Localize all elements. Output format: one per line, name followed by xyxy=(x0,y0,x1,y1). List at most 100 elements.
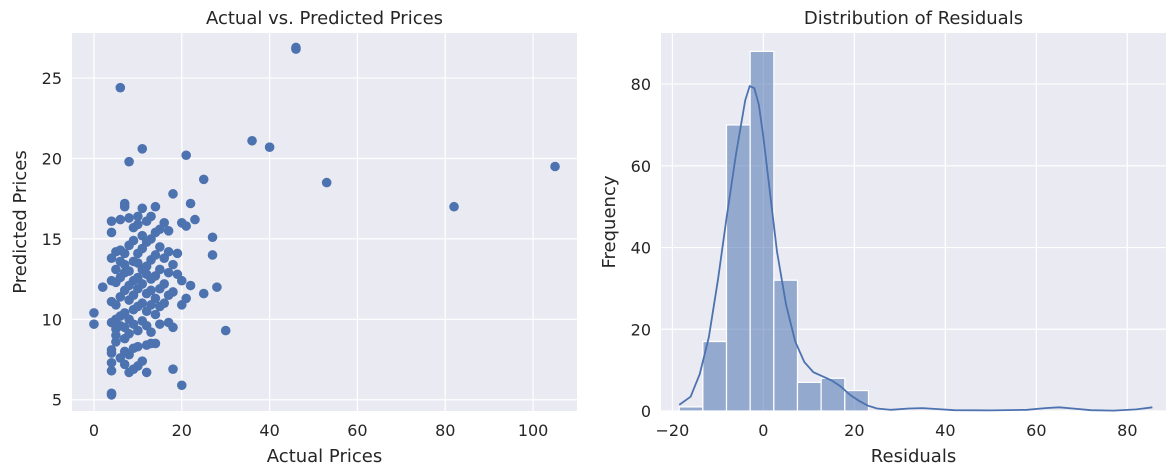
scatter-point xyxy=(137,144,148,154)
scatter-point xyxy=(106,388,117,399)
scatter-point xyxy=(185,280,196,291)
scatter-point xyxy=(185,198,196,209)
scatter-point xyxy=(133,211,143,222)
scatter-point xyxy=(124,156,134,167)
histogram-bar xyxy=(725,124,751,412)
scatter-point xyxy=(155,242,165,252)
scatter-point xyxy=(146,327,156,337)
histogram-x-tick-label: −20 xyxy=(655,421,689,440)
scatter-point xyxy=(137,279,148,289)
scatter-x-tick-label: 80 xyxy=(435,421,455,440)
scatter-point xyxy=(146,285,156,296)
scatter-y-tick-label: 25 xyxy=(42,69,62,88)
scatter-point xyxy=(137,356,148,366)
scatter-x-tick-label: 100 xyxy=(518,421,549,440)
histogram-y-tick-label: 0 xyxy=(641,402,651,421)
scatter-point xyxy=(168,364,178,374)
scatter-point xyxy=(176,380,187,391)
scatter-point xyxy=(159,279,170,289)
scatter-point xyxy=(133,219,143,230)
scatter-point xyxy=(106,345,117,355)
scatter-point xyxy=(159,218,170,228)
scatter-point xyxy=(163,267,174,278)
histogram-x-tick-label: 60 xyxy=(1026,421,1046,440)
scatter-point xyxy=(198,288,209,299)
histogram-y-tick-label: 40 xyxy=(631,239,651,258)
kde-curve xyxy=(678,84,1153,412)
scatter-point xyxy=(168,322,178,333)
scatter-point xyxy=(97,282,108,292)
scatter-y-tick-label: 15 xyxy=(42,230,62,249)
histogram-bar xyxy=(749,50,775,412)
scatter-point xyxy=(119,198,130,209)
histogram-bar xyxy=(702,340,728,412)
scatter-point xyxy=(124,328,134,339)
scatter-point xyxy=(133,325,143,336)
scatter-y-tick-label: 20 xyxy=(42,149,62,168)
scatter-point xyxy=(247,135,257,146)
histogram-y-tick-label: 60 xyxy=(631,157,651,176)
scatter-point xyxy=(321,177,332,188)
scatter-x-axis-label: Actual Prices xyxy=(267,446,382,467)
scatter-point xyxy=(89,308,99,318)
scatter-point xyxy=(115,214,126,225)
scatter-point xyxy=(133,341,143,352)
scatter-y-tick-label: 10 xyxy=(42,310,62,329)
histogram-bar xyxy=(796,381,822,412)
scatter-point xyxy=(264,142,275,153)
scatter-x-tick-label: 0 xyxy=(89,421,99,440)
scatter-point xyxy=(207,232,218,243)
histogram-x-tick-label: 20 xyxy=(844,421,864,440)
scatter-point xyxy=(150,309,161,320)
scatter-point xyxy=(106,216,117,226)
histogram-x-tick-label: 80 xyxy=(1117,421,1137,440)
scatter-point xyxy=(168,189,178,199)
scatter-point xyxy=(190,214,200,225)
scatter-point xyxy=(150,293,161,304)
scatter-point xyxy=(124,213,134,223)
scatter-point xyxy=(159,298,170,309)
histogram-bar xyxy=(820,377,846,412)
scatter-point xyxy=(155,264,165,275)
histogram-title: Distribution of Residuals xyxy=(804,8,1023,29)
scatter-point xyxy=(220,325,231,336)
scatter-point xyxy=(181,293,191,304)
scatter-point xyxy=(106,227,117,238)
scatter-point xyxy=(137,203,148,214)
scatter-point xyxy=(168,287,178,297)
scatter-point xyxy=(291,44,301,54)
scatter-point xyxy=(181,150,191,161)
scatter-point xyxy=(106,365,117,376)
scatter-point xyxy=(128,235,139,246)
scatter-point xyxy=(550,161,560,172)
scatter-point xyxy=(119,248,130,259)
histogram-y-tick-label: 80 xyxy=(631,75,651,94)
scatter-point xyxy=(150,201,161,212)
scatter-point xyxy=(111,300,121,310)
scatter-point xyxy=(106,357,117,368)
histogram-bar xyxy=(678,406,704,412)
scatter-y-tick-label: 5 xyxy=(52,391,62,410)
scatter-point xyxy=(176,275,187,286)
scatter-point xyxy=(155,319,165,329)
scatter-x-tick-label: 60 xyxy=(347,421,367,440)
scatter-point xyxy=(172,248,183,259)
scatter-y-axis-label: Predicted Prices xyxy=(10,150,31,294)
scatter-point xyxy=(137,298,148,309)
scatter-point xyxy=(163,226,174,236)
scatter-title: Actual vs. Predicted Prices xyxy=(206,8,443,29)
scatter-point xyxy=(119,359,130,370)
scatter-point xyxy=(163,246,174,257)
scatter-point xyxy=(111,264,121,275)
histogram-x-axis-label: Residuals xyxy=(871,446,956,467)
scatter-x-tick-label: 40 xyxy=(259,421,279,440)
histogram-y-tick-label: 20 xyxy=(631,320,651,339)
scatter-x-tick-label: 20 xyxy=(172,421,192,440)
scatter-point xyxy=(449,201,459,212)
scatter-point xyxy=(212,282,222,292)
histogram-x-tick-label: 0 xyxy=(758,421,768,440)
histogram-y-axis-label: Frequency xyxy=(599,175,620,268)
scatter-point xyxy=(150,250,161,260)
scatter-point xyxy=(89,319,99,329)
